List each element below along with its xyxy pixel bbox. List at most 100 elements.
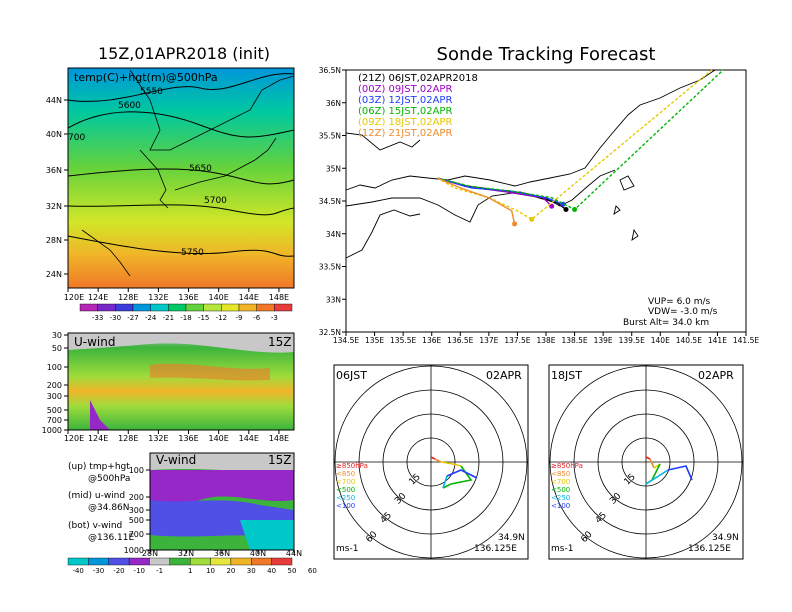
- wind-colorbar-cell: [67, 557, 89, 566]
- hodo-trace-2: [440, 461, 462, 467]
- track-legend-item: (06Z) 15JST,02APR: [358, 106, 453, 117]
- uwind-x-tick-label: 120E: [64, 434, 84, 443]
- map500-x-tick-label: 124E: [88, 293, 108, 302]
- wind-colorbar-cell: [88, 557, 109, 566]
- vwind-y-tick-label: 100: [129, 466, 144, 475]
- temp-colorbar-cell: [238, 303, 257, 312]
- temp-colorbar-label: -18: [180, 314, 191, 322]
- note-mid-label: (mid) u-wind: [68, 491, 126, 501]
- map500-x-tick-label: 120E: [64, 293, 84, 302]
- temp-colorbar-label: -15: [198, 314, 209, 322]
- track-line-4: [437, 69, 713, 221]
- vwind-x-ticks: 28N 32N 36N 40N 44N: [142, 549, 302, 558]
- temp-colorbar-cell: [168, 303, 187, 312]
- map500-x-tick-label: 144E: [239, 293, 259, 302]
- temp-colorbar: -33 -30 -27 -24 -21 -18 -15 -12 -9 -6 -3: [79, 303, 293, 322]
- temp-colorbar-cell: [115, 303, 134, 312]
- hodo-right-unit: ms-1: [551, 544, 574, 554]
- wind-colorbar-label: 10: [206, 567, 215, 575]
- wind-colorbar-label: -30: [93, 567, 104, 575]
- uwind-y-tick-label: 1000: [42, 426, 62, 435]
- note-up-sub: @500hPa: [88, 474, 131, 484]
- map500-y-tick-label: 24N: [46, 270, 62, 279]
- contour-label-5650: 5650: [189, 164, 212, 174]
- wind-colorbar-label: 60: [308, 567, 317, 575]
- track-y-ticks: 36.5N 36N 35.5N 35N 34.5N 34N 33.5N 33N 32.5N: [319, 66, 346, 337]
- map500-x-tick-label: 128E: [118, 293, 138, 302]
- map500-y-tick-label: 40N: [46, 130, 62, 139]
- track-x-tick-label: 139.5E: [619, 336, 645, 345]
- uwind-x-tick-label: 148E: [269, 434, 289, 443]
- track-legend-item: (03Z) 12JST,02APR: [358, 95, 453, 106]
- track-legend-item: (09Z) 18JST,02APR: [358, 117, 453, 128]
- contour-label-5700: 5700: [204, 196, 227, 206]
- track-series: [437, 69, 724, 227]
- uwind-label: U-wind: [74, 335, 116, 349]
- map500-x-ticks: 120E 124E 128E 132E 136E 140E 144E 148E: [64, 288, 289, 302]
- temp-colorbar-cell: [150, 303, 169, 312]
- wind-colorbar-label: -20: [113, 567, 124, 575]
- uwind-x-tick-label: 140E: [209, 434, 229, 443]
- hodo-legend-item: <850: [336, 470, 356, 478]
- map500-y-ticks: 44N 40N 36N 32N 28N 24N: [46, 96, 68, 279]
- track-y-tick-label: 34N: [326, 230, 341, 239]
- track-y-tick-label: 33.5N: [319, 263, 341, 272]
- uwind-y-tick-label: 30: [52, 331, 62, 340]
- note-mid-sub: @34.86N: [88, 503, 130, 513]
- hodo-legend-item: <500: [336, 486, 356, 494]
- map500-x-tick-label: 136E: [178, 293, 198, 302]
- contour-label-700: 700: [68, 133, 86, 143]
- track-x-tick-label: 138.5E: [561, 336, 587, 345]
- wind-colorbar-cell: [210, 557, 232, 566]
- hodo-left-date: 02APR: [486, 369, 522, 382]
- track-x-tick-label: 135E: [365, 336, 384, 345]
- hodo-left-lon: 136.125E: [474, 544, 517, 554]
- track-x-tick-label: 135.5E: [390, 336, 416, 345]
- temp-colorbar-cell: [203, 303, 222, 312]
- hodo-trace-1: [649, 458, 655, 469]
- temp-colorbar-label: -27: [127, 314, 138, 322]
- track-end-1: [549, 203, 555, 209]
- temp-colorbar-cell: [274, 303, 293, 312]
- wind-colorbar-cell: [251, 557, 272, 566]
- temp-colorbar-cell: [185, 303, 204, 312]
- vdw-text: VDW= -3.0 m/s: [648, 307, 718, 317]
- uwind-y-tick-label: 200: [47, 381, 62, 390]
- vwind-x-tick-label: 32N: [178, 549, 194, 558]
- uwind-x-tick-label: 144E: [239, 434, 259, 443]
- hodo-right-lat: 34.9N: [712, 533, 739, 543]
- wind-colorbar-cell: [149, 557, 171, 566]
- wind-colorbar-label: 30: [247, 567, 256, 575]
- track-end-0: [563, 207, 569, 213]
- temp-colorbar-cell: [221, 303, 240, 312]
- uwind-panel: [67, 332, 295, 431]
- map500-x-tick-label: 132E: [148, 293, 168, 302]
- hodo-trace-0: [645, 456, 651, 460]
- track-y-tick-label: 36.5N: [319, 66, 341, 75]
- temp-colorbar-label: -30: [110, 314, 121, 322]
- vwind-time: 15Z: [268, 453, 292, 467]
- temp-colorbar-label: -3: [271, 314, 278, 322]
- vwind-x-tick-label: 40N: [250, 549, 266, 558]
- hodo-legend-item: ≥850hPa: [551, 462, 583, 470]
- temp-colorbar-label: -9: [236, 314, 243, 322]
- track-y-tick-label: 32.5N: [319, 328, 341, 337]
- hodo-trace-1: [434, 458, 442, 463]
- track-y-tick-label: 36N: [326, 99, 341, 108]
- hodo-right-date: 02APR: [698, 369, 734, 382]
- hodo-legend-item: ≥850hPa: [336, 462, 368, 470]
- left-title: 15Z,01APR2018 (init): [97, 44, 271, 63]
- uwind-y-tick-label: 300: [47, 392, 62, 401]
- uwind-x-tick-label: 124E: [88, 434, 108, 443]
- uwind-time: 15Z: [268, 335, 292, 349]
- map500-y-tick-label: 44N: [46, 96, 62, 105]
- wind-colorbar-label: -1: [156, 567, 163, 575]
- temp-colorbar-cell: [132, 303, 151, 312]
- vwind-y-tick-label: 300: [129, 506, 144, 515]
- track-x-tick-label: 137.5E: [504, 336, 530, 345]
- wind-colorbar: -40 -30 -20 -10 -1 1 10 20 30 40 50 60: [67, 557, 317, 575]
- wind-colorbar-cell: [128, 557, 150, 566]
